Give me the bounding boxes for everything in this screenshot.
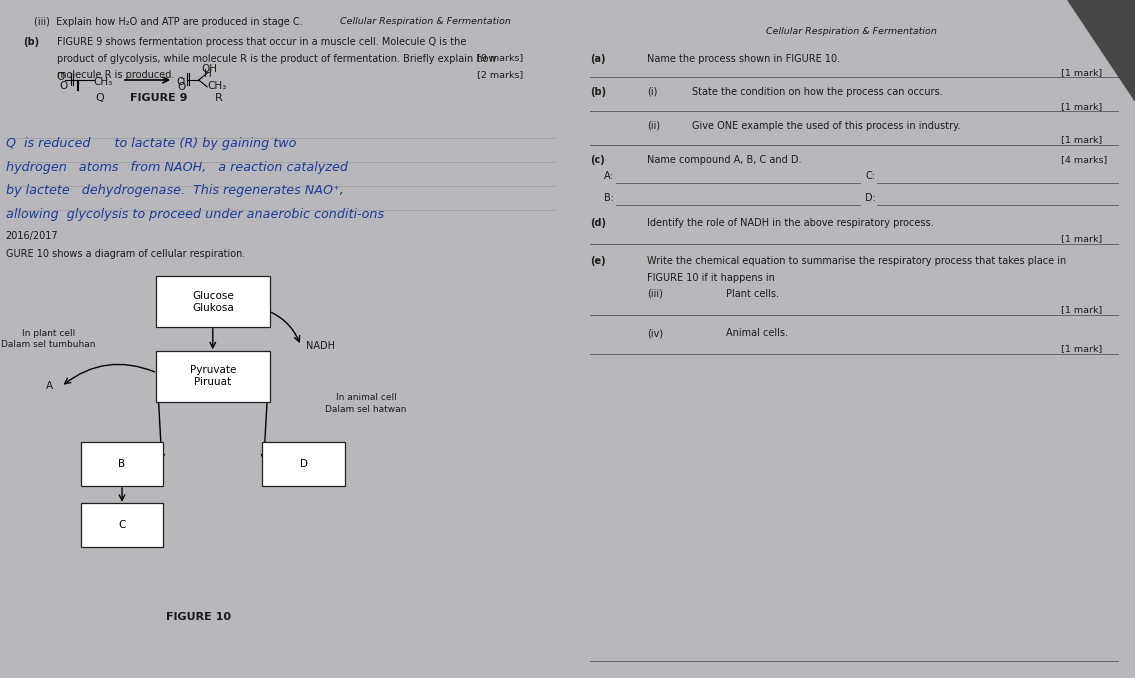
Text: FIGURE 9 shows fermentation process that occur in a muscle cell. Molecule Q is t: FIGURE 9 shows fermentation process that… xyxy=(57,37,466,47)
FancyBboxPatch shape xyxy=(262,443,345,487)
Text: B:: B: xyxy=(605,193,614,203)
FancyBboxPatch shape xyxy=(81,443,163,487)
Text: [1 mark]: [1 mark] xyxy=(1061,344,1102,353)
Polygon shape xyxy=(1067,0,1135,102)
FancyBboxPatch shape xyxy=(157,277,270,327)
Text: Identify the role of NADH in the above respiratory process.: Identify the role of NADH in the above r… xyxy=(647,218,934,228)
Text: FIGURE 9: FIGURE 9 xyxy=(131,93,187,103)
Text: Q  is reduced      to lactate (R) by gaining two: Q is reduced to lactate (R) by gaining t… xyxy=(6,137,296,150)
Text: C:: C: xyxy=(866,171,875,181)
Text: Name the process shown in FIGURE 10.: Name the process shown in FIGURE 10. xyxy=(647,54,840,64)
Text: O: O xyxy=(59,81,68,91)
Text: CH₃: CH₃ xyxy=(207,81,226,92)
Text: C: C xyxy=(118,521,126,530)
Text: NADH: NADH xyxy=(306,341,336,351)
Text: [9 marks]: [9 marks] xyxy=(477,54,523,62)
Text: Plant cells.: Plant cells. xyxy=(726,289,780,299)
Text: Glucose
Glukosa: Glucose Glukosa xyxy=(192,290,234,313)
FancyBboxPatch shape xyxy=(157,351,270,401)
Text: O: O xyxy=(57,72,65,82)
Text: Give ONE example the used of this process in industry.: Give ONE example the used of this proces… xyxy=(692,121,961,131)
Text: Animal cells.: Animal cells. xyxy=(726,328,789,338)
Text: (iii): (iii) xyxy=(647,289,663,299)
Text: A: A xyxy=(47,382,53,391)
Text: (b): (b) xyxy=(23,37,39,47)
Text: FIGURE 10 if it happens in: FIGURE 10 if it happens in xyxy=(647,273,775,283)
Text: [1 mark]: [1 mark] xyxy=(1061,235,1102,243)
Text: (e): (e) xyxy=(590,256,606,266)
Text: (d): (d) xyxy=(590,218,606,228)
Text: (ii): (ii) xyxy=(647,121,661,131)
Text: R: R xyxy=(215,93,222,103)
Text: GURE 10 shows a diagram of cellular respiration.: GURE 10 shows a diagram of cellular resp… xyxy=(6,249,245,259)
Text: by lactete   dehydrogenase.  This regenerates NAO⁺,: by lactete dehydrogenase. This regenerat… xyxy=(6,184,344,197)
Text: (iv): (iv) xyxy=(647,328,663,338)
Text: O: O xyxy=(176,77,184,87)
FancyBboxPatch shape xyxy=(81,503,163,548)
Text: hydrogen   atoms   from NAOH,   a reaction catalyzed: hydrogen atoms from NAOH, a reaction cat… xyxy=(6,161,347,174)
Text: Name compound A, B, C and D.: Name compound A, B, C and D. xyxy=(647,155,801,165)
Text: In plant cell
Dalam sel tumbuhan: In plant cell Dalam sel tumbuhan xyxy=(1,329,95,349)
Text: molecule R is produced.: molecule R is produced. xyxy=(57,70,174,80)
Text: [4 marks]: [4 marks] xyxy=(1061,155,1108,164)
Text: [1 mark]: [1 mark] xyxy=(1061,136,1102,144)
Text: O: O xyxy=(177,82,185,92)
Text: (i): (i) xyxy=(647,87,657,97)
Text: FIGURE 10: FIGURE 10 xyxy=(166,612,232,622)
Text: product of glycolysis, while molecule R is the product of fermentation. Briefly : product of glycolysis, while molecule R … xyxy=(57,54,496,64)
Text: [1 mark]: [1 mark] xyxy=(1061,68,1102,77)
Text: (c): (c) xyxy=(590,155,605,165)
Text: (iii)  Explain how H₂O and ATP are produced in stage C.: (iii) Explain how H₂O and ATP are produc… xyxy=(34,17,303,27)
Text: In animal cell
Dalam sel hatwan: In animal cell Dalam sel hatwan xyxy=(326,393,406,414)
Text: CH₃: CH₃ xyxy=(93,77,112,87)
Text: D:: D: xyxy=(866,193,876,203)
Text: –: – xyxy=(60,68,65,77)
Text: D: D xyxy=(300,460,308,469)
Text: [2 marks]: [2 marks] xyxy=(477,70,523,79)
Text: allowing  glycolysis to proceed under anaerobic conditi­ons: allowing glycolysis to proceed under ana… xyxy=(6,208,384,221)
Text: (a): (a) xyxy=(590,54,606,64)
Text: Cellular Respiration & Fermentation: Cellular Respiration & Fermentation xyxy=(340,17,512,26)
Text: A:: A: xyxy=(605,171,614,181)
Text: Write the chemical equation to summarise the respiratory process that takes plac: Write the chemical equation to summarise… xyxy=(647,256,1066,266)
Text: B: B xyxy=(118,460,126,469)
Text: Pyruvate
Piruuat: Pyruvate Piruuat xyxy=(190,365,236,388)
Text: –: – xyxy=(180,74,185,83)
Text: Q: Q xyxy=(95,93,103,103)
Text: H: H xyxy=(204,69,212,79)
Text: 2016/2017: 2016/2017 xyxy=(6,231,58,241)
Text: (b): (b) xyxy=(590,87,606,97)
Text: State the condition on how the process can occurs.: State the condition on how the process c… xyxy=(692,87,943,97)
Text: [1 mark]: [1 mark] xyxy=(1061,102,1102,111)
Text: OH: OH xyxy=(202,64,218,74)
Text: Cellular Respiration & Fermentation: Cellular Respiration & Fermentation xyxy=(766,27,936,36)
Text: [1 mark]: [1 mark] xyxy=(1061,305,1102,314)
